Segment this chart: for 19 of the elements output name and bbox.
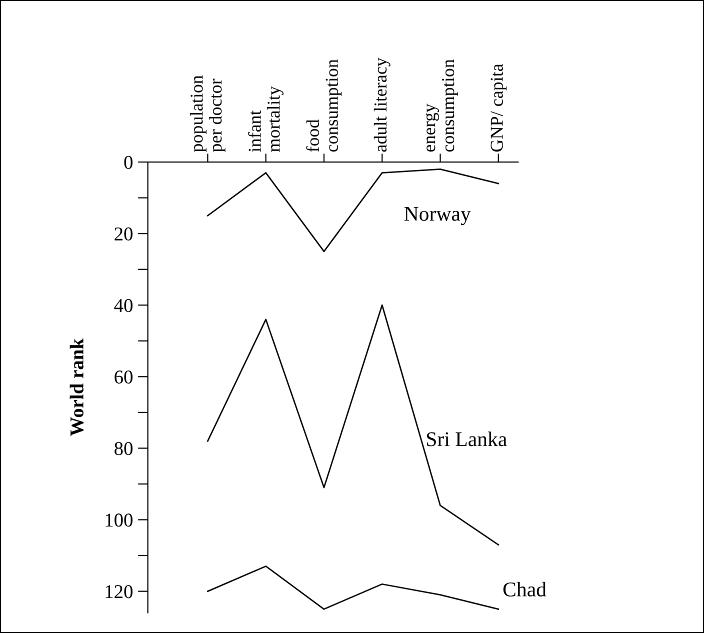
series-label: Norway: [404, 207, 471, 226]
x-tick-label: food consumption: [306, 59, 342, 152]
y-tick-label: 100: [106, 514, 133, 527]
y-tick-label: 0: [124, 156, 133, 169]
x-tick-label: population per doctor: [190, 75, 226, 152]
y-tick-label: 40: [114, 298, 133, 312]
series-label: Chad: [503, 582, 546, 596]
x-tick-label: GNP/ capita: [490, 64, 507, 152]
y-tick-label: 20: [114, 227, 133, 241]
y-tick-label: 80: [114, 442, 133, 456]
line-series: [207, 566, 500, 610]
x-tick-label: energy consumption: [426, 59, 458, 152]
y-tick-label: 120: [106, 585, 133, 598]
x-tick-label: infant mortality: [248, 86, 284, 152]
x-tick-label: adult literacy: [374, 58, 390, 152]
y-axis-title: World rank: [70, 338, 84, 436]
series-label: Sri Lanka: [427, 432, 507, 446]
y-tick-label: 60: [114, 370, 133, 384]
line-series: [207, 168, 500, 252]
